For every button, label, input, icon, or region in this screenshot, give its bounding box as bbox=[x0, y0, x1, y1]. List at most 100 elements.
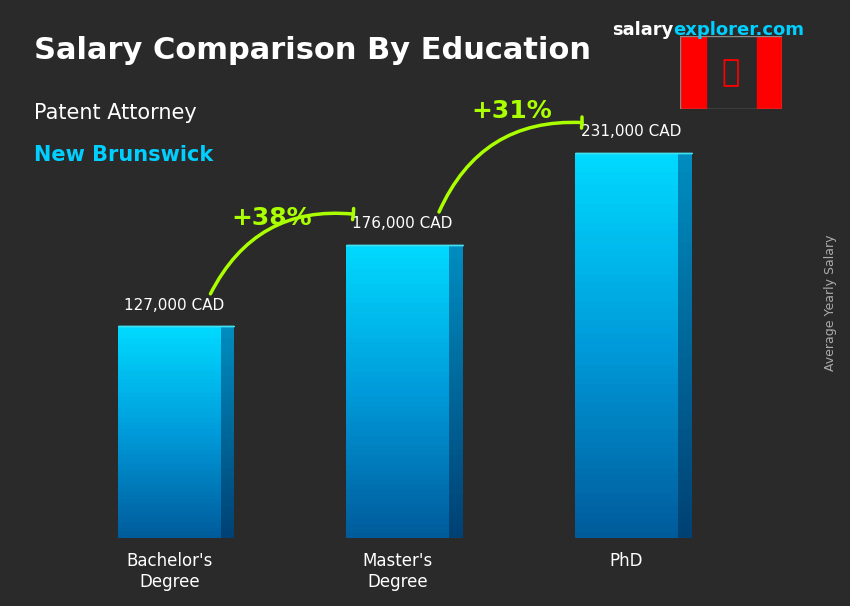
Bar bbox=[221, 471, 235, 474]
Bar bbox=[678, 185, 692, 191]
Bar bbox=[118, 507, 221, 510]
Bar bbox=[221, 450, 235, 453]
Bar bbox=[347, 382, 450, 387]
Text: Average Yearly Salary: Average Yearly Salary bbox=[824, 235, 837, 371]
Bar bbox=[118, 493, 221, 496]
Bar bbox=[450, 342, 463, 347]
Bar bbox=[450, 524, 463, 528]
Bar bbox=[450, 362, 463, 367]
Bar bbox=[450, 259, 463, 264]
Bar bbox=[221, 355, 235, 358]
Bar bbox=[450, 460, 463, 465]
Bar bbox=[347, 450, 450, 455]
Bar bbox=[347, 436, 450, 441]
Bar bbox=[450, 519, 463, 524]
Bar bbox=[118, 524, 221, 528]
Bar bbox=[347, 431, 450, 436]
Bar bbox=[678, 416, 692, 422]
Bar bbox=[450, 504, 463, 509]
Bar bbox=[450, 470, 463, 474]
Bar bbox=[450, 377, 463, 382]
Bar bbox=[678, 525, 692, 532]
Bar bbox=[450, 431, 463, 436]
Bar bbox=[347, 479, 450, 484]
Bar bbox=[575, 481, 678, 487]
Bar bbox=[450, 391, 463, 396]
Bar bbox=[678, 493, 692, 500]
Bar bbox=[450, 499, 463, 504]
Bar bbox=[118, 503, 221, 507]
Bar bbox=[347, 406, 450, 411]
Bar bbox=[347, 250, 450, 255]
Bar bbox=[118, 461, 221, 464]
Bar bbox=[347, 372, 450, 377]
Bar bbox=[450, 514, 463, 519]
Bar bbox=[575, 358, 678, 365]
Bar bbox=[450, 318, 463, 323]
Bar bbox=[347, 499, 450, 504]
Bar bbox=[450, 274, 463, 279]
Bar bbox=[221, 485, 235, 489]
Text: 🍁: 🍁 bbox=[722, 58, 740, 87]
Bar bbox=[678, 358, 692, 365]
Bar bbox=[221, 478, 235, 482]
Bar bbox=[450, 441, 463, 445]
Bar bbox=[678, 481, 692, 487]
Bar bbox=[221, 404, 235, 408]
Bar bbox=[118, 496, 221, 499]
Text: 231,000 CAD: 231,000 CAD bbox=[581, 124, 682, 139]
Bar bbox=[678, 204, 692, 211]
Bar bbox=[575, 422, 678, 429]
Bar bbox=[575, 404, 678, 410]
Bar bbox=[450, 288, 463, 293]
Bar bbox=[450, 490, 463, 494]
Bar bbox=[118, 422, 221, 425]
Bar bbox=[678, 333, 692, 339]
Bar bbox=[118, 478, 221, 482]
Bar bbox=[118, 348, 221, 351]
Bar bbox=[575, 461, 678, 468]
Bar bbox=[347, 352, 450, 357]
Bar bbox=[221, 453, 235, 457]
Bar bbox=[118, 531, 221, 534]
Bar bbox=[347, 298, 450, 304]
Bar bbox=[221, 348, 235, 351]
Bar bbox=[575, 436, 678, 442]
Bar bbox=[221, 422, 235, 425]
Bar bbox=[118, 383, 221, 387]
Bar bbox=[118, 510, 221, 513]
Bar bbox=[678, 422, 692, 429]
Bar bbox=[450, 528, 463, 533]
Bar bbox=[575, 294, 678, 301]
Bar bbox=[221, 351, 235, 355]
Bar bbox=[678, 288, 692, 294]
Bar bbox=[221, 468, 235, 471]
Bar bbox=[221, 330, 235, 333]
Bar bbox=[678, 436, 692, 442]
Bar bbox=[118, 513, 221, 517]
Bar bbox=[678, 320, 692, 326]
Bar bbox=[678, 513, 692, 519]
Bar bbox=[118, 337, 221, 341]
Bar bbox=[678, 468, 692, 474]
Bar bbox=[678, 249, 692, 256]
Bar bbox=[347, 245, 450, 250]
Bar bbox=[575, 333, 678, 339]
Bar bbox=[118, 450, 221, 453]
Bar bbox=[575, 256, 678, 262]
Bar bbox=[221, 489, 235, 493]
Bar bbox=[347, 367, 450, 372]
Bar bbox=[678, 461, 692, 468]
Bar bbox=[575, 185, 678, 191]
Bar bbox=[118, 447, 221, 450]
Bar bbox=[678, 281, 692, 288]
Bar bbox=[221, 408, 235, 411]
Bar bbox=[678, 506, 692, 513]
Bar bbox=[575, 179, 678, 185]
Bar bbox=[118, 528, 221, 531]
Bar bbox=[678, 179, 692, 185]
Bar bbox=[678, 159, 692, 165]
Bar bbox=[347, 465, 450, 470]
Bar bbox=[347, 470, 450, 474]
Bar bbox=[347, 255, 450, 259]
